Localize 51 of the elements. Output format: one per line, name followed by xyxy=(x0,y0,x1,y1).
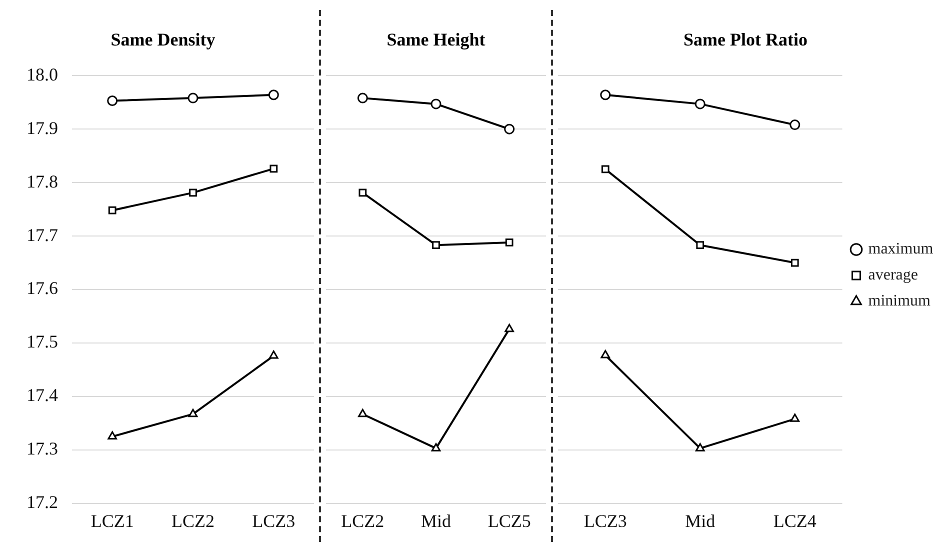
y-tick-label: 17.7 xyxy=(26,224,58,245)
point xyxy=(357,92,368,104)
point xyxy=(189,188,197,197)
point xyxy=(696,241,704,250)
x-tick-label: LCZ5 xyxy=(488,510,531,531)
point xyxy=(108,431,117,440)
y-tick-label: 17.8 xyxy=(26,171,58,192)
point xyxy=(790,414,800,422)
point xyxy=(358,188,367,197)
point xyxy=(268,90,279,100)
y-tick-label: 17.2 xyxy=(26,492,58,512)
legend-label: average xyxy=(868,266,918,284)
x-tick-label: LCZ2 xyxy=(341,510,384,531)
point xyxy=(695,443,705,452)
chart-title: Same Plot Ratio xyxy=(684,29,808,50)
point xyxy=(601,165,610,174)
legend-label: maximum xyxy=(868,240,934,258)
point xyxy=(694,98,706,110)
x-tick-label: LCZ2 xyxy=(172,510,214,531)
point xyxy=(505,238,514,246)
x-tick-label: LCZ3 xyxy=(252,510,296,531)
point xyxy=(432,241,440,250)
point xyxy=(504,124,515,134)
y-tick-label: 17.4 xyxy=(26,385,58,406)
y-tick-label: 17.5 xyxy=(26,332,58,352)
legend-label: minimum xyxy=(868,292,932,310)
point xyxy=(600,350,610,358)
y-tick-label: 17.3 xyxy=(26,438,58,459)
x-tick-label: Mid xyxy=(685,510,716,531)
y-tick-label: 17.6 xyxy=(26,278,58,298)
x-tick-label: LCZ1 xyxy=(90,510,134,531)
point xyxy=(790,258,799,267)
point xyxy=(790,120,800,130)
point xyxy=(600,90,611,100)
point xyxy=(270,164,278,173)
point xyxy=(107,95,118,106)
point xyxy=(431,443,441,452)
y-tick-label: 18.0 xyxy=(26,64,58,84)
chart-title: Same Density xyxy=(110,29,216,50)
point xyxy=(108,206,116,214)
point xyxy=(269,350,278,359)
point xyxy=(188,92,198,104)
x-tick-label: LCZ4 xyxy=(773,510,816,531)
point xyxy=(504,324,514,332)
point xyxy=(188,408,198,418)
point xyxy=(430,98,442,110)
chart-title: Same Height xyxy=(386,29,486,50)
y-tick-label: 17.9 xyxy=(26,118,58,138)
x-tick-label: LCZ3 xyxy=(584,510,627,531)
point xyxy=(358,408,368,418)
x-tick-label: Mid xyxy=(420,510,452,531)
